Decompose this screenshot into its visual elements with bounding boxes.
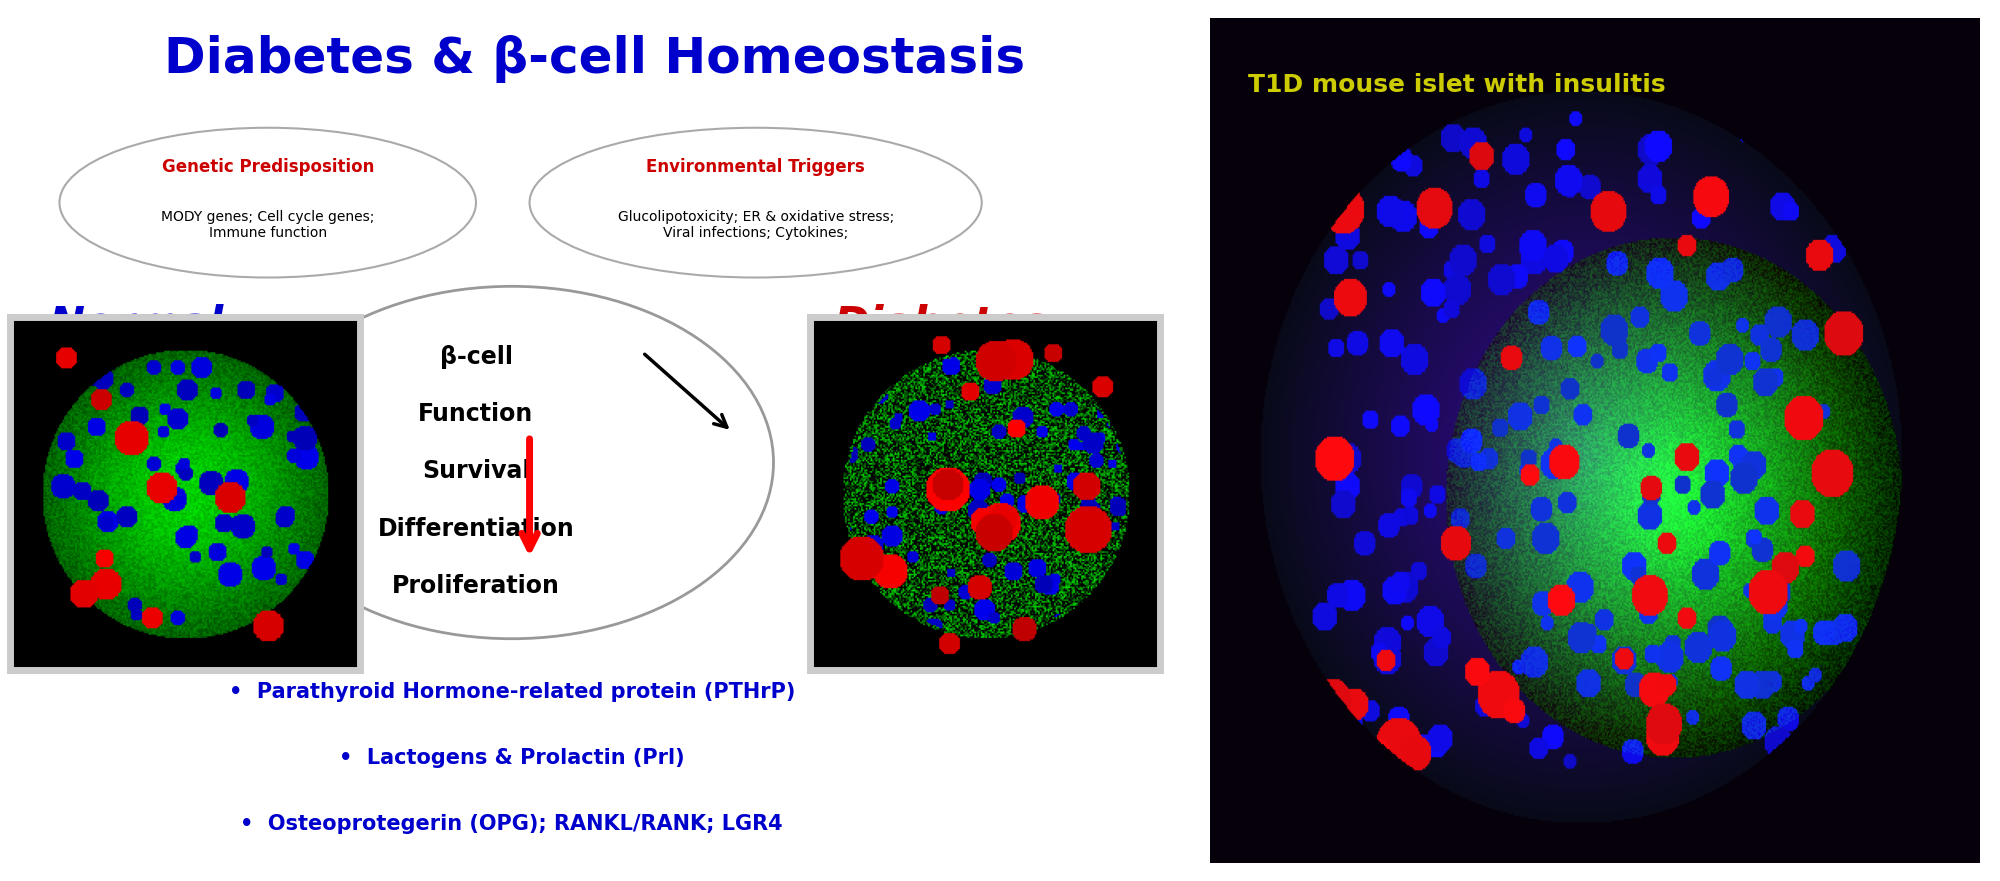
- Text: •  Parathyroid Hormone-related protein (PTHrP): • Parathyroid Hormone-related protein (P…: [228, 682, 794, 701]
- Text: •  Lactogens & Prolactin (Prl): • Lactogens & Prolactin (Prl): [338, 748, 684, 767]
- Text: Glucolipotoxicity; ER & oxidative stress;
Viral infections; Cytokines;: Glucolipotoxicity; ER & oxidative stress…: [618, 210, 894, 240]
- Text: MODY genes; Cell cycle genes;
Immune function: MODY genes; Cell cycle genes; Immune fun…: [162, 210, 374, 240]
- Text: Diabetes & β-cell Homeostasis: Diabetes & β-cell Homeostasis: [164, 35, 1026, 83]
- Text: Normal: Normal: [48, 304, 222, 346]
- Text: •  Osteoprotegerin (OPG); RANKL/RANK; LGR4: • Osteoprotegerin (OPG); RANKL/RANK; LGR…: [240, 814, 784, 833]
- Text: Proliferation: Proliferation: [392, 574, 560, 598]
- Text: Genetic Predisposition: Genetic Predisposition: [162, 159, 374, 176]
- Text: Differentiation: Differentiation: [378, 516, 574, 541]
- Text: Function: Function: [418, 402, 534, 426]
- Text: T1D mouse islet with insulitis: T1D mouse islet with insulitis: [1248, 72, 1666, 97]
- Text: β-cell: β-cell: [440, 344, 512, 369]
- Text: Survival: Survival: [422, 459, 530, 484]
- Text: Environmental Triggers: Environmental Triggers: [646, 159, 866, 176]
- Text: Diabetes: Diabetes: [832, 304, 1048, 346]
